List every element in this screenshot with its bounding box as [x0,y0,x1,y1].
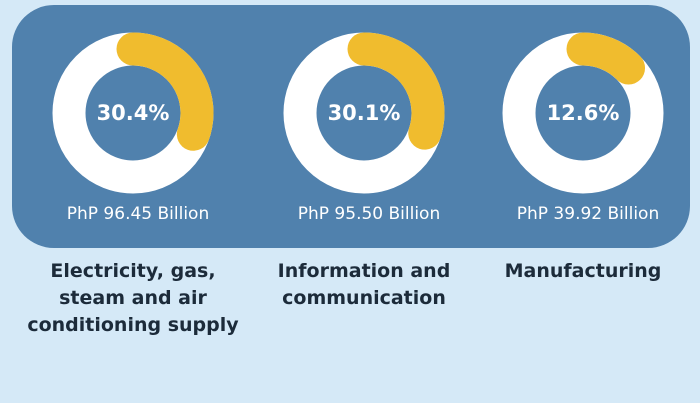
amount-label: PhP 39.92 Billion [517,204,659,224]
category-label: Electricity, gas, steam and air conditio… [27,260,239,336]
category-label: Manufacturing [504,260,662,282]
donut-arc [347,32,445,150]
percent-label: 12.6% [547,101,620,125]
category-label: Information and communication [277,260,451,309]
donut-arc [116,32,214,151]
percent-label: 30.1% [328,101,401,125]
amount-label: PhP 96.45 Billion [67,204,209,224]
donut-arc [566,32,646,85]
amount-label: PhP 95.50 Billion [298,204,440,224]
percent-label: 30.4% [97,101,170,125]
